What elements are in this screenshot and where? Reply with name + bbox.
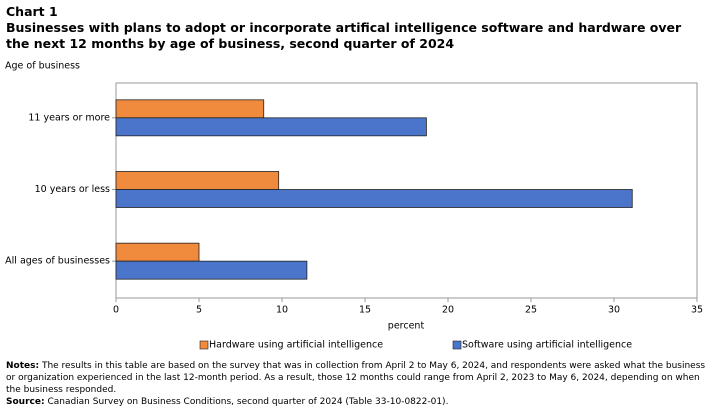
x-tick-label: 35 [691, 305, 703, 316]
bar [115, 189, 633, 208]
bar [115, 260, 308, 280]
x-tick-label: 0 [113, 305, 119, 316]
notes-label: Notes: [6, 361, 40, 371]
x-tick-label: 25 [525, 305, 537, 316]
title-block: Chart 1 Businesses with plans to adopt o… [6, 4, 706, 52]
legend-swatch [452, 340, 462, 350]
x-tick-label: 15 [359, 305, 371, 316]
chart-title: Businesses with plans to adopt or incorp… [6, 20, 682, 51]
bar [115, 99, 265, 119]
x-tick-label: 10 [276, 305, 288, 316]
y-tick-label: 10 years or less [35, 184, 110, 195]
bar [115, 242, 200, 262]
notes-line: Notes: The results in this table are bas… [6, 360, 706, 396]
x-tick-label: 30 [608, 305, 620, 316]
y-tick-label: 11 years or more [28, 112, 110, 123]
legend-swatch [199, 340, 209, 350]
legend-label: Software using artificial intelligence [462, 340, 632, 351]
y-axis-title: Age of business [5, 61, 80, 72]
x-axis-title: percent [388, 321, 425, 332]
notes-block: Notes: The results in this table are bas… [6, 360, 706, 408]
bar [115, 171, 280, 190]
legend-label: Hardware using artificial intelligence [209, 340, 383, 351]
bar [115, 117, 427, 137]
notes-text: The results in this table are based on t… [6, 361, 706, 395]
x-tick-label: 5 [196, 305, 202, 316]
chart-label: Chart 1 [6, 4, 58, 19]
source-label: Source: [6, 397, 45, 407]
x-tick-label: 20 [442, 305, 454, 316]
y-tick-label: All ages of businesses [5, 256, 110, 267]
source-text: Canadian Survey on Business Conditions, … [47, 397, 449, 407]
source-line: Source: Canadian Survey on Business Cond… [6, 396, 706, 408]
